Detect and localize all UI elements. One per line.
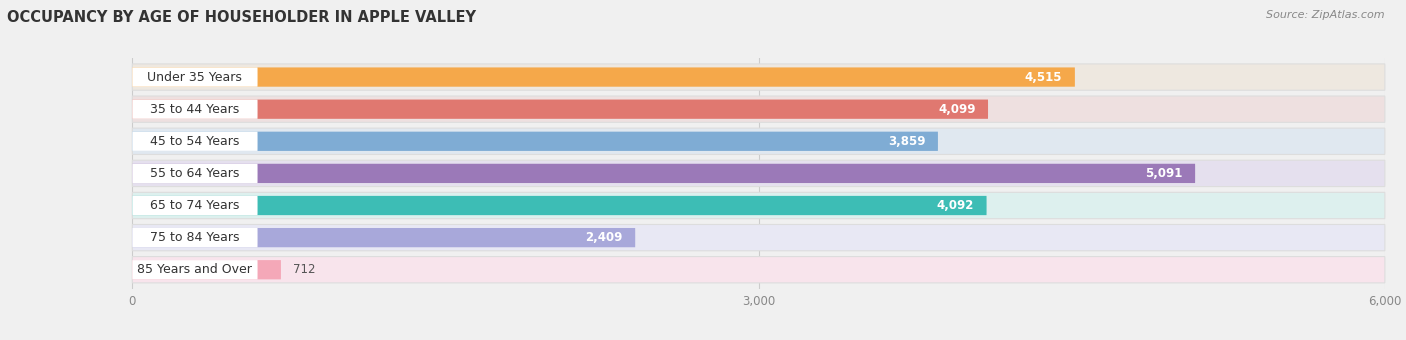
FancyBboxPatch shape	[132, 160, 1385, 187]
FancyBboxPatch shape	[132, 192, 1385, 219]
Text: 65 to 74 Years: 65 to 74 Years	[150, 199, 239, 212]
FancyBboxPatch shape	[132, 67, 257, 87]
FancyBboxPatch shape	[132, 257, 1385, 283]
Text: 4,092: 4,092	[936, 199, 974, 212]
Text: 85 Years and Over: 85 Years and Over	[138, 263, 252, 276]
FancyBboxPatch shape	[132, 128, 1385, 154]
FancyBboxPatch shape	[132, 132, 257, 151]
FancyBboxPatch shape	[132, 100, 257, 119]
FancyBboxPatch shape	[132, 64, 1385, 90]
FancyBboxPatch shape	[132, 224, 1385, 251]
Text: 3,859: 3,859	[889, 135, 925, 148]
FancyBboxPatch shape	[132, 260, 257, 279]
FancyBboxPatch shape	[132, 196, 987, 215]
FancyBboxPatch shape	[132, 164, 257, 183]
Text: 712: 712	[294, 263, 316, 276]
Text: 4,099: 4,099	[938, 103, 976, 116]
Text: 45 to 54 Years: 45 to 54 Years	[150, 135, 239, 148]
Text: 5,091: 5,091	[1146, 167, 1182, 180]
Text: Under 35 Years: Under 35 Years	[148, 71, 242, 84]
FancyBboxPatch shape	[132, 228, 257, 247]
FancyBboxPatch shape	[132, 228, 636, 247]
FancyBboxPatch shape	[132, 67, 1076, 87]
FancyBboxPatch shape	[132, 196, 257, 215]
Text: OCCUPANCY BY AGE OF HOUSEHOLDER IN APPLE VALLEY: OCCUPANCY BY AGE OF HOUSEHOLDER IN APPLE…	[7, 10, 477, 25]
FancyBboxPatch shape	[132, 100, 988, 119]
Text: Source: ZipAtlas.com: Source: ZipAtlas.com	[1267, 10, 1385, 20]
FancyBboxPatch shape	[132, 164, 1195, 183]
Text: 55 to 64 Years: 55 to 64 Years	[150, 167, 239, 180]
FancyBboxPatch shape	[132, 132, 938, 151]
Text: 75 to 84 Years: 75 to 84 Years	[150, 231, 239, 244]
Text: 2,409: 2,409	[585, 231, 623, 244]
Text: 4,515: 4,515	[1025, 71, 1063, 84]
Text: 35 to 44 Years: 35 to 44 Years	[150, 103, 239, 116]
FancyBboxPatch shape	[132, 96, 1385, 122]
FancyBboxPatch shape	[132, 260, 281, 279]
